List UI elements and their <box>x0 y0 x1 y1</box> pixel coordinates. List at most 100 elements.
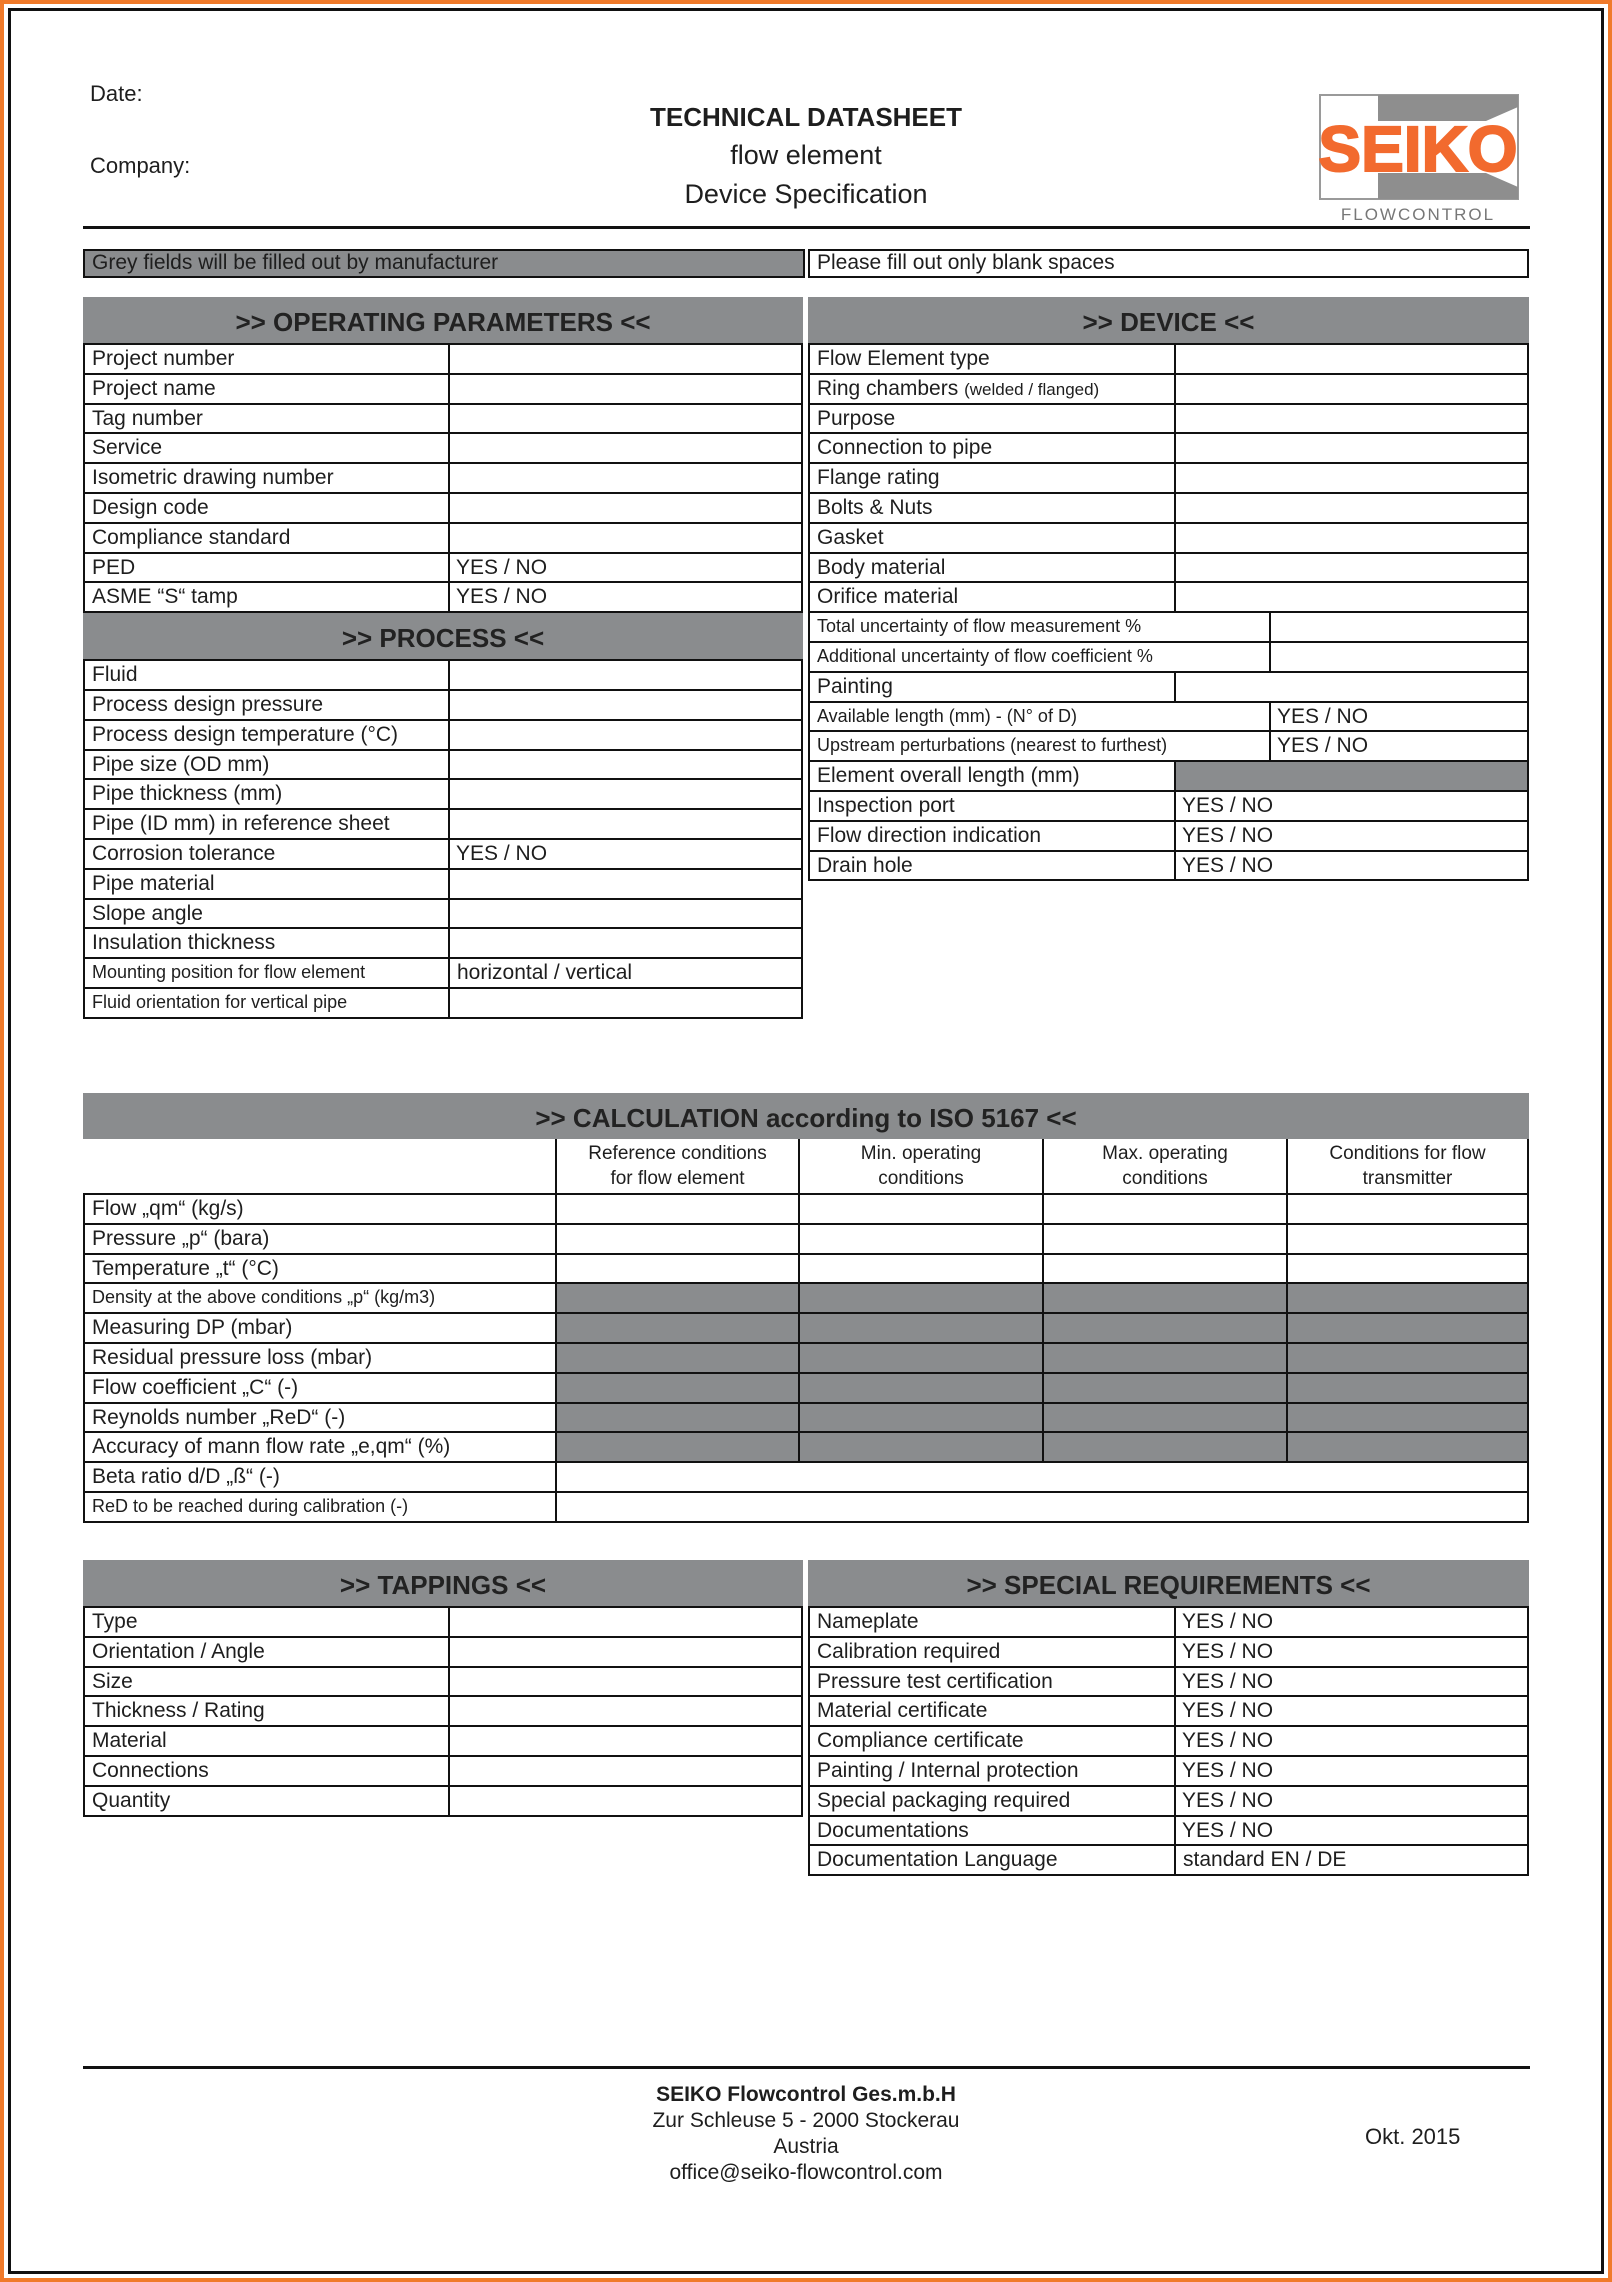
row-label: Nameplate <box>810 1608 1174 1636</box>
row-value-field[interactable]: YES / NO <box>1174 1816 1527 1845</box>
row-value-field[interactable] <box>448 434 801 463</box>
row-label: Project name <box>85 375 448 403</box>
row-label-text: Quantity <box>92 1788 171 1812</box>
tappings-table: Type Orientation / Angle Size Thickness / R… <box>83 1606 803 1817</box>
tappings-section: >> TAPPINGS << Type Orientation / Angle Si… <box>83 1560 803 1817</box>
row-value-field[interactable] <box>448 1667 801 1696</box>
calculation-corner <box>83 1139 555 1193</box>
row-value-field[interactable] <box>555 1195 798 1223</box>
row-value-field[interactable]: YES / NO <box>1174 821 1527 850</box>
row-value-field[interactable] <box>555 1254 798 1283</box>
row-value-field[interactable] <box>1174 434 1527 463</box>
row-value-field[interactable]: YES / NO <box>1174 1727 1527 1755</box>
row-value-field[interactable] <box>448 899 801 928</box>
row-value-field[interactable] <box>1174 404 1527 433</box>
row-value-field[interactable]: YES / NO <box>1174 791 1527 820</box>
row-value-field[interactable] <box>448 1786 801 1815</box>
row-value-field[interactable] <box>448 780 801 809</box>
table-row: Body material <box>810 551 1527 582</box>
row-label: Measuring DP (mbar) <box>92 1316 293 1340</box>
row-value-field[interactable] <box>798 1195 1042 1223</box>
row-value-field[interactable]: standard EN / DE <box>1174 1846 1527 1875</box>
row-label: Painting / Internal protection <box>810 1757 1174 1785</box>
row-value-field[interactable] <box>1174 553 1527 582</box>
row-value-field[interactable]: YES / NO <box>1269 702 1527 731</box>
table-row: Temperature „t“ (°C) <box>85 1252 1527 1283</box>
row-value-field[interactable] <box>448 720 801 749</box>
row-value-field[interactable] <box>555 1492 1527 1521</box>
row-value-field[interactable] <box>555 1224 798 1253</box>
row-label-text: Thickness / Rating <box>92 1699 265 1723</box>
row-value-field[interactable] <box>448 374 801 403</box>
row-value-field[interactable] <box>448 750 801 779</box>
row-value-field[interactable] <box>1042 1254 1286 1283</box>
row-value-field[interactable] <box>448 1756 801 1785</box>
row-value-field[interactable] <box>1174 672 1527 701</box>
row-value-field[interactable] <box>1042 1224 1286 1253</box>
row-value-field[interactable]: YES / NO <box>1174 1667 1527 1696</box>
header-rule <box>83 226 1530 229</box>
row-value-field[interactable] <box>1269 613 1527 641</box>
row-value-field[interactable] <box>448 345 801 373</box>
row-value-field[interactable] <box>448 929 801 958</box>
row-value-field[interactable] <box>448 1697 801 1726</box>
page-subtitle-2: Device Specification <box>684 179 928 209</box>
row-label: Beta ratio d/D „ß“ (-) <box>92 1465 280 1489</box>
row-value-field[interactable] <box>1174 493 1527 522</box>
row-value-field[interactable] <box>448 523 801 552</box>
row-label-text: Body material <box>817 555 946 579</box>
row-value-field[interactable]: YES / NO <box>1174 1608 1527 1636</box>
footer-rule <box>83 2066 1530 2069</box>
row-value-field[interactable] <box>1174 374 1527 403</box>
row-value-field[interactable]: YES / NO <box>1269 732 1527 761</box>
row-value-field[interactable] <box>448 690 801 719</box>
row-value-field[interactable]: YES / NO <box>1174 1697 1527 1726</box>
row-label: Compliance standard <box>85 524 448 552</box>
calculation-section: >> CALCULATION according to ISO 5167 << … <box>83 1093 1529 1523</box>
row-value-field[interactable]: horizontal / vertical <box>448 959 801 987</box>
row-value-field[interactable] <box>1174 345 1527 373</box>
row-value-field[interactable] <box>1269 642 1527 671</box>
row-value-field[interactable] <box>1286 1224 1527 1253</box>
row-value-field[interactable] <box>448 810 801 838</box>
row-value-field[interactable] <box>448 1608 801 1636</box>
row-value-field[interactable] <box>1042 1195 1286 1223</box>
row-value-field[interactable] <box>448 869 801 898</box>
table-row: PED YES / NO <box>85 551 801 582</box>
row-label: Corrosion tolerance <box>85 840 448 868</box>
row-value-field <box>1042 1314 1286 1342</box>
row-value-field[interactable] <box>448 661 801 689</box>
row-value-field[interactable] <box>555 1463 1527 1491</box>
row-value-field[interactable] <box>798 1254 1042 1283</box>
table-row: Flow „qm“ (kg/s) <box>85 1193 1527 1223</box>
row-value-field[interactable] <box>1286 1254 1527 1283</box>
row-value-field[interactable] <box>798 1224 1042 1253</box>
row-value-field <box>1286 1314 1527 1342</box>
row-value-field[interactable]: YES / NO <box>1174 1756 1527 1785</box>
row-value-field[interactable]: YES / NO <box>1174 851 1527 880</box>
row-value-field[interactable] <box>448 1637 801 1666</box>
row-value-field[interactable]: YES / NO <box>448 553 801 582</box>
row-label: Flow „qm“ (kg/s) <box>92 1197 244 1220</box>
row-value-field[interactable] <box>1174 464 1527 492</box>
row-label: Orientation / Angle <box>85 1638 448 1666</box>
row-value-field[interactable] <box>1174 523 1527 552</box>
row-value-field[interactable] <box>448 493 801 522</box>
row-label: Fluid orientation for vertical pipe <box>85 989 448 1017</box>
row-value-field[interactable] <box>448 988 801 1017</box>
row-value-field[interactable]: YES / NO <box>448 583 801 612</box>
row-label: Compliance certificate <box>810 1727 1174 1755</box>
row-value-field[interactable] <box>1174 583 1527 612</box>
row-value-field[interactable] <box>448 464 801 492</box>
table-row: Type <box>85 1606 801 1636</box>
footer-company: SEIKO Flowcontrol Ges.m.b.H <box>656 2083 956 2106</box>
row-value-field[interactable]: YES / NO <box>1174 1786 1527 1815</box>
row-value-field[interactable] <box>448 404 801 433</box>
row-value-field[interactable] <box>448 1727 801 1755</box>
row-value-field[interactable]: YES / NO <box>448 839 801 868</box>
tappings-header: >> TAPPINGS << <box>83 1560 803 1606</box>
row-label-text: Material certificate <box>817 1699 988 1723</box>
row-value-field[interactable] <box>1286 1195 1527 1223</box>
row-value-field[interactable]: YES / NO <box>1174 1637 1527 1666</box>
row-label-text: Gasket <box>817 525 884 549</box>
